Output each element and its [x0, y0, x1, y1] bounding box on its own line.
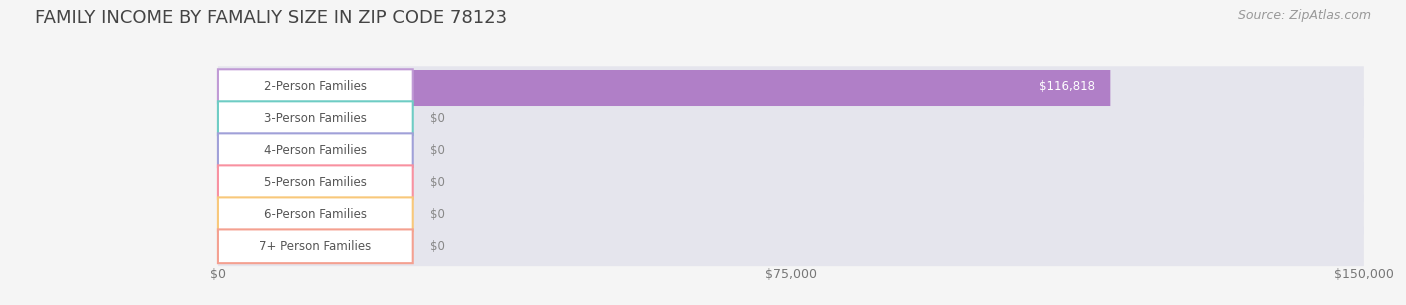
FancyBboxPatch shape — [218, 194, 1364, 234]
FancyBboxPatch shape — [218, 229, 413, 263]
Text: $0: $0 — [430, 208, 444, 221]
FancyBboxPatch shape — [218, 98, 1364, 138]
Text: 3-Person Families: 3-Person Families — [264, 112, 367, 125]
FancyBboxPatch shape — [218, 197, 413, 231]
Text: 4-Person Families: 4-Person Families — [264, 144, 367, 157]
FancyBboxPatch shape — [218, 101, 413, 135]
FancyBboxPatch shape — [218, 133, 413, 167]
FancyBboxPatch shape — [218, 66, 1364, 106]
Text: 7+ Person Families: 7+ Person Families — [259, 240, 371, 253]
Text: $0: $0 — [430, 176, 444, 189]
Text: $116,818: $116,818 — [1039, 80, 1095, 93]
FancyBboxPatch shape — [218, 165, 413, 199]
Text: FAMILY INCOME BY FAMALIY SIZE IN ZIP CODE 78123: FAMILY INCOME BY FAMALIY SIZE IN ZIP COD… — [35, 9, 508, 27]
Text: $0: $0 — [430, 144, 444, 157]
FancyBboxPatch shape — [218, 69, 413, 103]
FancyBboxPatch shape — [218, 130, 1364, 170]
Text: Source: ZipAtlas.com: Source: ZipAtlas.com — [1237, 9, 1371, 22]
Text: $0: $0 — [430, 112, 444, 125]
Text: 6-Person Families: 6-Person Families — [264, 208, 367, 221]
Text: 2-Person Families: 2-Person Families — [264, 80, 367, 93]
Text: 5-Person Families: 5-Person Families — [264, 176, 367, 189]
Text: $0: $0 — [430, 240, 444, 253]
FancyBboxPatch shape — [218, 66, 1111, 106]
FancyBboxPatch shape — [218, 226, 1364, 266]
FancyBboxPatch shape — [218, 162, 1364, 202]
